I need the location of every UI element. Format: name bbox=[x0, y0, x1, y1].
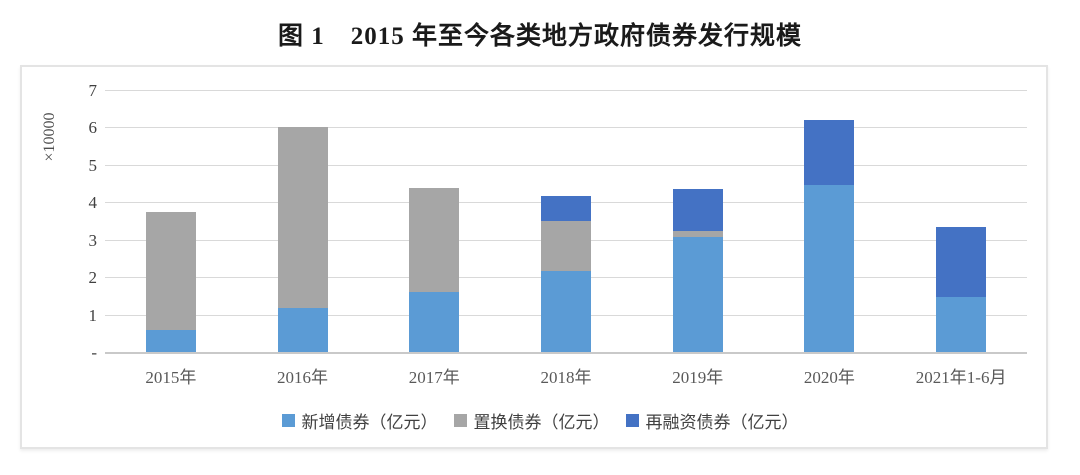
bar-2017年-series-0 bbox=[409, 292, 460, 352]
bar-2018年-series-1 bbox=[541, 221, 591, 271]
y-tick-label-3: 3 bbox=[88, 230, 98, 250]
legend-swatch-icon bbox=[625, 414, 639, 427]
x-tick-label-2021年1-6月: 2021年1-6月 bbox=[915, 368, 1007, 387]
bar-2019年-series-2 bbox=[672, 189, 723, 232]
gridline-y-6 bbox=[105, 127, 1027, 129]
y-tick-label-4: 4 bbox=[88, 193, 98, 213]
gridline-y-7 bbox=[105, 90, 1027, 91]
x-tick-label-2016年: 2016年 bbox=[277, 368, 329, 387]
x-tick-label-2017年: 2017年 bbox=[408, 368, 460, 387]
bar-2021年1-6月-series-0 bbox=[936, 296, 987, 352]
y-tick-label-1: 1 bbox=[88, 305, 98, 325]
x-tick-label-2020年: 2020年 bbox=[803, 368, 855, 387]
gridline-y-5 bbox=[105, 164, 1027, 166]
y-tick-label-6: 6 bbox=[88, 118, 98, 138]
bar-2020年-series-0 bbox=[804, 185, 855, 352]
y-tick-label-2: 2 bbox=[88, 268, 98, 288]
x-tick-label-2015年: 2015年 bbox=[145, 368, 197, 387]
y-tick-label-5: 5 bbox=[88, 155, 98, 175]
x-axis-line bbox=[105, 352, 1027, 354]
legend-label: 再融资债券（亿元） bbox=[645, 413, 799, 432]
bar-2018年-series-2 bbox=[541, 196, 591, 222]
legend-item-1: 置换债券（亿元） bbox=[453, 408, 610, 433]
legend-swatch-icon bbox=[453, 414, 467, 427]
bar-2020年-series-2 bbox=[804, 119, 855, 186]
legend-label: 新增债券（亿元） bbox=[301, 413, 438, 432]
y-tick-label-0: - bbox=[91, 343, 97, 362]
chart-legend: 新增债券（亿元） 置换债券（亿元） 再融资债券（亿元） bbox=[0, 408, 1080, 433]
bar-2016年-series-1 bbox=[277, 126, 328, 309]
bar-2019年-series-0 bbox=[672, 237, 723, 352]
bar-2015年-series-1 bbox=[145, 211, 196, 330]
y-tick-label-7: 7 bbox=[88, 81, 98, 100]
x-tick-label-2019年: 2019年 bbox=[672, 368, 724, 387]
bar-2015年-series-0 bbox=[145, 329, 196, 352]
x-tick-label-2018年: 2018年 bbox=[540, 368, 592, 387]
bar-2021年1-6月-series-2 bbox=[936, 227, 987, 297]
bar-2016年-series-0 bbox=[277, 308, 328, 352]
legend-swatch-icon bbox=[281, 414, 295, 427]
chart-title: 图 1 2015 年至今各类地方政府债券发行规模 bbox=[277, 23, 802, 50]
legend-item-2: 再融资债券（亿元） bbox=[625, 408, 799, 433]
bar-2018年-series-0 bbox=[541, 270, 591, 352]
legend-label: 置换债券（亿元） bbox=[473, 413, 610, 432]
bar-2019年-series-1 bbox=[672, 231, 723, 238]
legend-item-0: 新增债券（亿元） bbox=[281, 408, 438, 433]
bar-2017年-series-1 bbox=[409, 188, 460, 293]
